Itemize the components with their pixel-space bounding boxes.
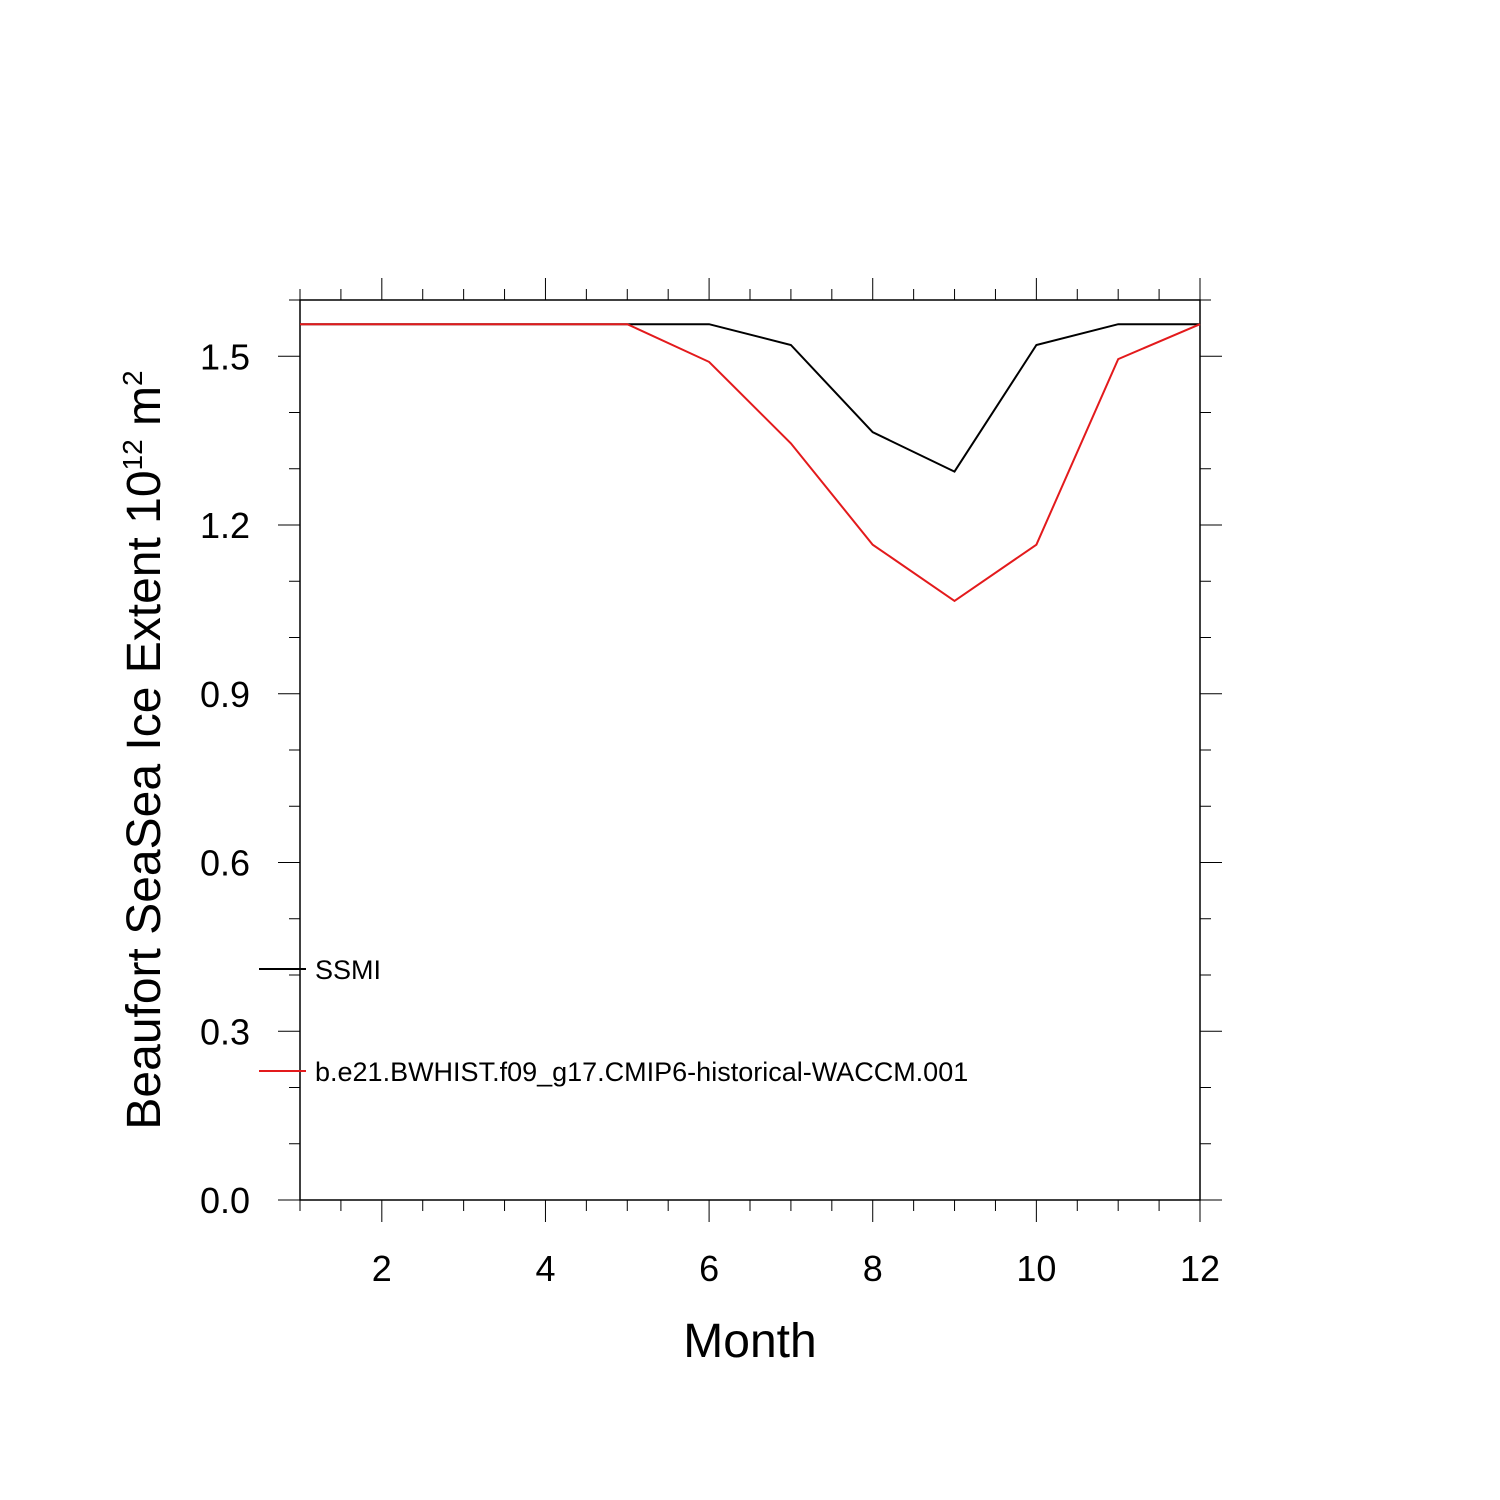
y-tick-label: 0.3 bbox=[200, 1011, 250, 1052]
y-tick-label: 0.6 bbox=[200, 843, 250, 884]
x-axis-title: Month bbox=[683, 1315, 816, 1368]
x-tick-label: 8 bbox=[863, 1248, 883, 1289]
legend-label-2: b.e21.BWHIST.f09_g17.CMIP6-historical-WA… bbox=[315, 1057, 968, 1087]
y-tick-label: 1.2 bbox=[200, 505, 250, 546]
x-tick-label: 6 bbox=[699, 1248, 719, 1289]
y-tick-label: 1.5 bbox=[200, 336, 250, 377]
y-axis-title-exp2: 2 bbox=[117, 370, 148, 386]
x-tick-label: 10 bbox=[1016, 1248, 1056, 1289]
x-tick-label: 12 bbox=[1180, 1248, 1220, 1289]
y-tick-label: 0.0 bbox=[200, 1180, 250, 1221]
axis-ticks bbox=[278, 278, 1222, 1222]
series-line-2 bbox=[300, 323, 1201, 603]
series-lines bbox=[300, 323, 1201, 603]
series-line-1 bbox=[300, 323, 1200, 473]
tick-labels: 2 4 6 8 10 12 0.0 0.3 0.6 0.9 1.2 1.5 bbox=[200, 336, 1220, 1289]
legend: SSMI b.e21.BWHIST.f09_g17.CMIP6-historica… bbox=[259, 955, 968, 1087]
x-tick-label: 4 bbox=[535, 1248, 555, 1289]
y-axis-title-exp1: 12 bbox=[117, 439, 148, 470]
y-axis-title-unit: m bbox=[118, 386, 171, 439]
legend-label-1: SSMI bbox=[315, 955, 381, 985]
x-tick-label: 2 bbox=[372, 1248, 392, 1289]
y-tick-label: 0.9 bbox=[200, 674, 250, 715]
y-axis-title-text: Beaufort SeaSea Ice Extent 10 bbox=[118, 470, 171, 1129]
y-axis-title: Beaufort SeaSea Ice Extent 1012 m2 bbox=[117, 370, 171, 1129]
